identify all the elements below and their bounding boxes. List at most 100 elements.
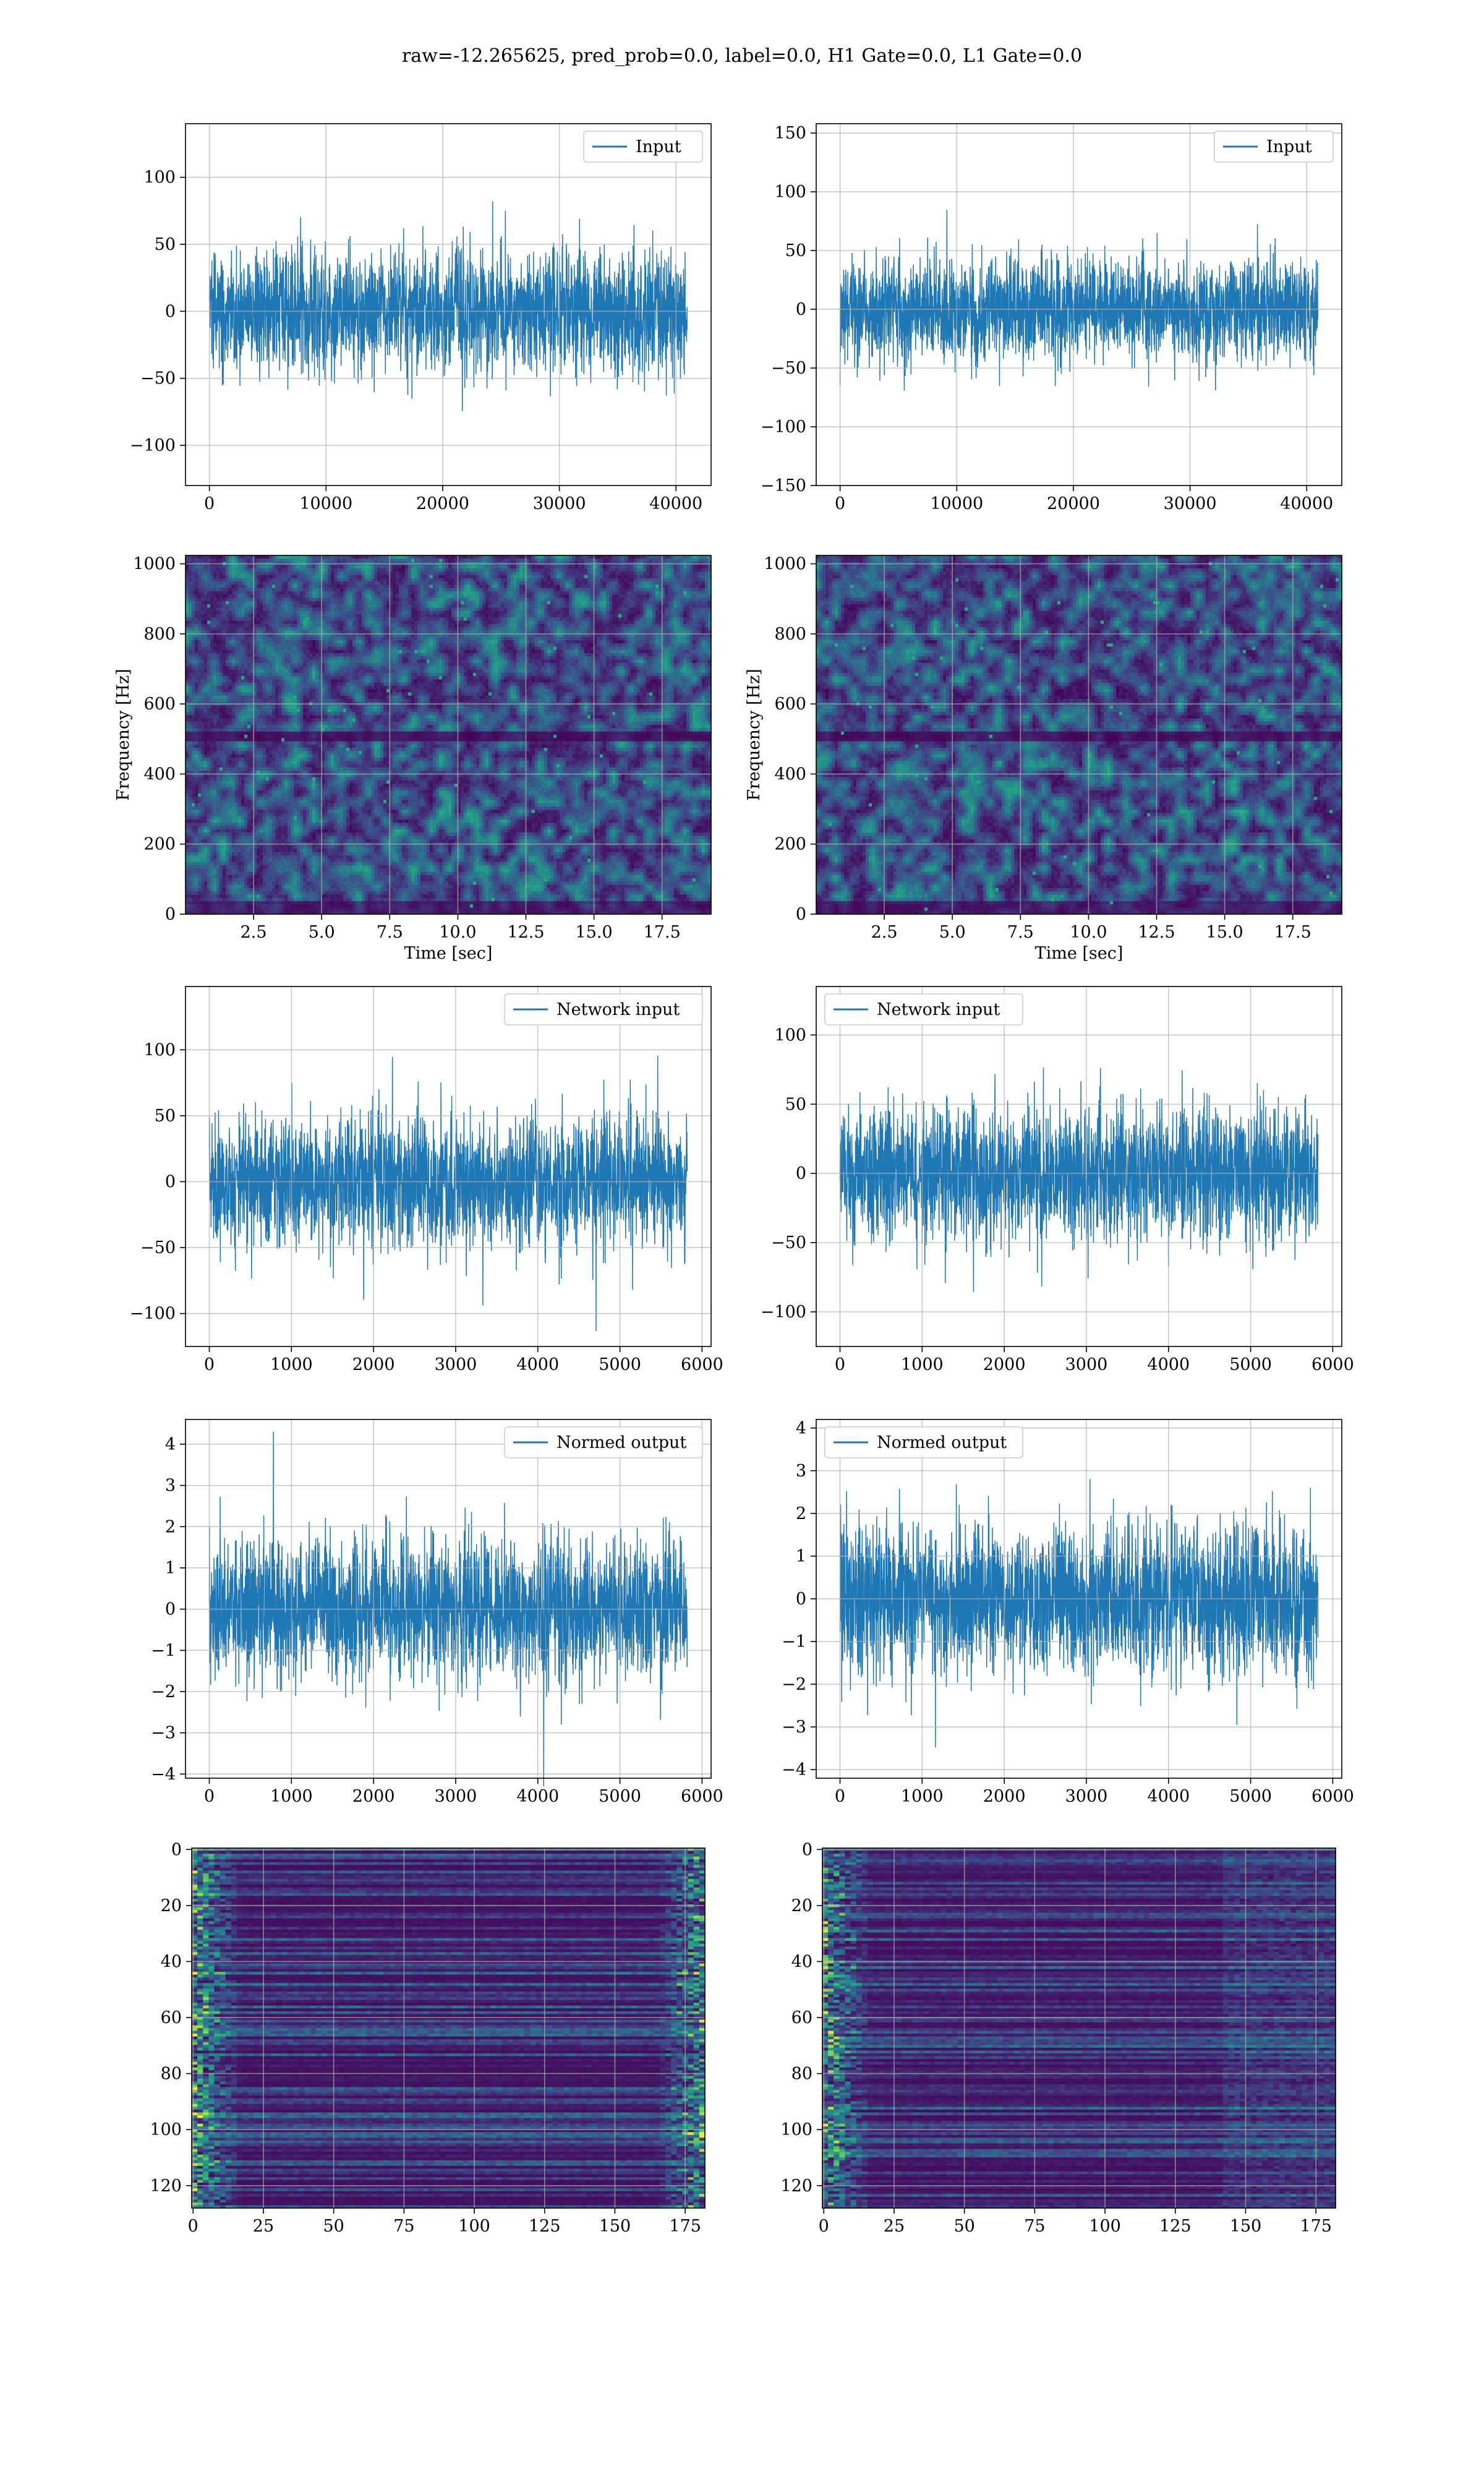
heatmap-cell	[652, 571, 656, 575]
heatmap-cell	[257, 584, 260, 588]
heatmap-cell	[226, 575, 229, 579]
heatmap-cell	[414, 565, 418, 569]
heatmap-cell	[677, 578, 681, 582]
heatmap-cell	[485, 555, 489, 559]
heatmap-cell	[556, 591, 560, 595]
heatmap-cell	[649, 559, 653, 562]
heatmap-cell	[606, 571, 610, 575]
heatmap-cell	[603, 575, 607, 579]
heatmap-cell	[538, 555, 542, 559]
heatmap-cell	[257, 555, 260, 559]
heatmap-cell	[553, 584, 557, 588]
heatmap-cell	[674, 565, 678, 569]
heatmap-cell	[303, 581, 307, 585]
heatmap-cell	[479, 565, 483, 569]
heatmap-cell	[436, 571, 440, 575]
heatmap-cell	[535, 559, 539, 562]
heatmap-cell	[269, 581, 273, 585]
heatmap-cell	[260, 571, 263, 575]
heatmap-cell	[399, 588, 403, 592]
heatmap-cell	[578, 581, 582, 585]
heatmap-cell	[529, 559, 532, 562]
heatmap-cell	[284, 584, 288, 588]
heatmap-cell	[377, 565, 381, 569]
heatmap-cell	[693, 578, 696, 582]
heatmap-cell	[414, 559, 418, 562]
heatmap-cell	[411, 584, 415, 588]
heatmap-cell	[606, 575, 610, 579]
heatmap-cell	[631, 581, 634, 585]
heatmap-cell	[646, 588, 650, 592]
heatmap-cell	[597, 591, 600, 595]
heatmap-cell	[625, 588, 628, 592]
heatmap-cell	[584, 588, 588, 592]
heatmap-cell	[637, 588, 641, 592]
heatmap-cell	[359, 578, 362, 582]
heatmap-cell	[479, 575, 483, 579]
heatmap-cell	[396, 584, 399, 588]
heatmap-cell	[699, 565, 702, 569]
heatmap-cell	[297, 584, 301, 588]
heatmap-cell	[556, 571, 560, 575]
heatmap-cell	[396, 571, 399, 575]
heatmap-cell	[665, 575, 668, 579]
heatmap-cell	[334, 588, 338, 592]
heatmap-cell	[482, 578, 486, 582]
heatmap-cell	[402, 568, 406, 572]
heatmap-cell	[572, 588, 576, 592]
x-tick-label: 40000	[1280, 494, 1333, 513]
heatmap-cell	[186, 591, 189, 595]
heatmap-cell	[566, 591, 569, 595]
heatmap-cell	[532, 588, 535, 592]
heatmap-cell	[637, 559, 641, 562]
heatmap-cell	[686, 575, 690, 579]
heatmap-cell	[337, 588, 341, 592]
heatmap-cell	[495, 581, 498, 585]
heatmap-cell	[359, 591, 362, 595]
heatmap-cell	[479, 568, 483, 572]
heatmap-cell	[263, 559, 267, 562]
heatmap-cell	[352, 555, 356, 559]
heatmap-cell	[346, 578, 350, 582]
heatmap-cell	[445, 581, 449, 585]
heatmap-cell	[637, 575, 641, 579]
heatmap-cell	[702, 571, 706, 575]
heatmap-cell	[473, 565, 477, 569]
heatmap-cell	[603, 555, 607, 559]
heatmap-cell	[584, 584, 588, 588]
heatmap-cell	[294, 581, 297, 585]
heatmap-cell	[356, 571, 359, 575]
heatmap-cell	[306, 555, 310, 559]
heatmap-cell	[402, 591, 406, 595]
heatmap-cell	[556, 578, 560, 582]
heatmap-cell	[538, 565, 542, 569]
heatmap-cell	[587, 581, 591, 585]
heatmap-cell	[637, 584, 641, 588]
heatmap-cell	[445, 565, 449, 569]
heatmap-cell	[278, 559, 282, 562]
heatmap-cell	[671, 555, 675, 559]
heatmap-cell	[365, 565, 369, 569]
heatmap-cell	[393, 571, 396, 575]
heatmap-cell	[396, 559, 399, 562]
heatmap-cell	[356, 578, 359, 582]
heatmap-cell	[266, 588, 270, 592]
heatmap-cell	[532, 559, 535, 562]
heatmap-cell	[213, 581, 217, 585]
heatmap-cell	[216, 581, 220, 585]
heatmap-cell	[659, 565, 662, 569]
heatmap-cell	[600, 565, 603, 569]
heatmap-cell	[371, 575, 375, 579]
heatmap-cell	[427, 559, 430, 562]
heatmap-cell	[430, 578, 433, 582]
heatmap-cell	[643, 571, 647, 575]
heatmap-cell	[569, 565, 573, 569]
x-tick-label: 0	[835, 494, 845, 513]
heatmap-cell	[495, 568, 498, 572]
heatmap-cell	[485, 584, 489, 588]
heatmap-cell	[699, 588, 702, 592]
heatmap-cell	[309, 559, 313, 562]
heatmap-cell	[207, 584, 211, 588]
heatmap-cell	[609, 588, 613, 592]
heatmap-cell	[513, 555, 517, 559]
